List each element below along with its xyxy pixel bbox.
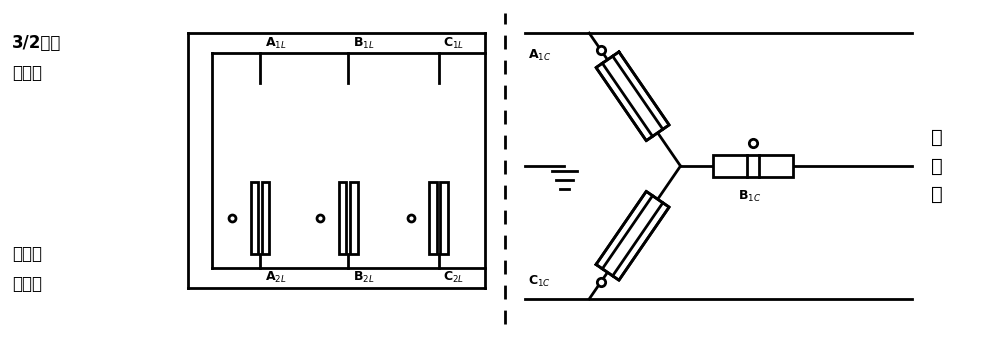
Text: 3/2断路: 3/2断路 — [12, 34, 61, 52]
Bar — [251, 182, 258, 254]
Bar — [339, 182, 346, 254]
Bar — [713, 155, 793, 177]
Text: B$_{1L}$: B$_{1L}$ — [353, 36, 375, 51]
Text: A$_{2L}$: A$_{2L}$ — [265, 270, 287, 285]
Text: B$_{2L}$: B$_{2L}$ — [353, 270, 375, 285]
Text: B$_{1C}$: B$_{1C}$ — [738, 189, 761, 204]
Text: 换: 换 — [931, 128, 943, 147]
Bar — [429, 182, 437, 254]
Text: C$_{1L}$: C$_{1L}$ — [443, 36, 465, 51]
Text: 器: 器 — [931, 185, 943, 204]
Text: C$_{2L}$: C$_{2L}$ — [443, 270, 465, 285]
Bar — [440, 182, 448, 254]
Text: C$_{1C}$: C$_{1C}$ — [528, 274, 551, 288]
Text: 器支路: 器支路 — [12, 64, 42, 82]
Polygon shape — [596, 191, 669, 280]
Text: 流: 流 — [931, 156, 943, 176]
Text: A$_{1L}$: A$_{1L}$ — [265, 36, 287, 51]
Text: 多断路: 多断路 — [12, 245, 42, 263]
Bar — [262, 182, 269, 254]
Polygon shape — [596, 52, 669, 141]
Text: A$_{1C}$: A$_{1C}$ — [528, 49, 551, 63]
Bar — [350, 182, 358, 254]
Text: 器支路: 器支路 — [12, 275, 42, 293]
